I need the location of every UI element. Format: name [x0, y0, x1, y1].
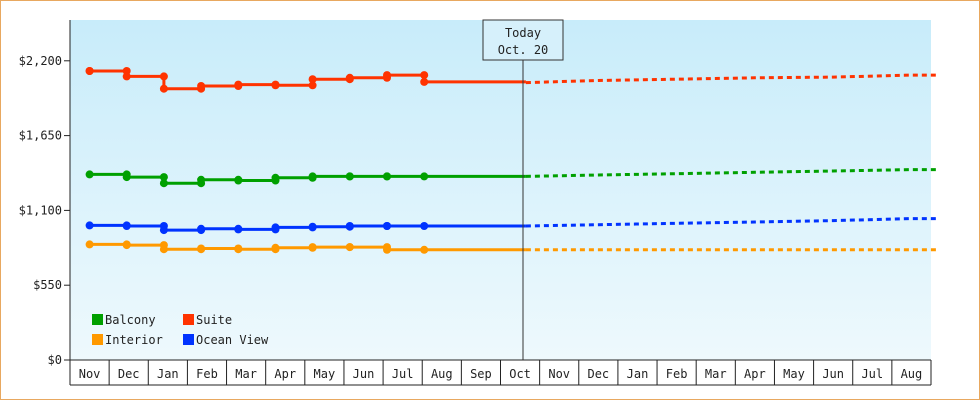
data-point-ocean-view: [383, 222, 391, 230]
data-point-ocean-view: [308, 222, 317, 231]
x-tick-label: Aug: [431, 367, 453, 381]
data-point-ocean-view: [420, 222, 429, 230]
data-point-suite: [197, 82, 206, 90]
x-tick-label: May: [314, 367, 336, 381]
x-tick-label: Jun: [822, 367, 844, 381]
data-point-ocean-view: [85, 221, 94, 230]
data-point-suite: [159, 72, 168, 81]
data-point-balcony: [85, 170, 94, 179]
x-tick-label: Mar: [235, 367, 257, 381]
data-point-interior: [308, 243, 317, 252]
y-tick-label: $1,100: [19, 203, 62, 217]
y-tick-label: $1,650: [19, 129, 62, 143]
data-point-suite: [420, 71, 429, 80]
legend-swatch-balcony: [92, 314, 103, 325]
x-tick-label: Jun: [353, 367, 375, 381]
data-point-balcony: [234, 176, 243, 185]
data-point-ocean-view: [122, 222, 131, 230]
data-point-interior: [159, 245, 168, 254]
data-point-suite: [271, 81, 280, 90]
data-point-interior: [234, 245, 243, 254]
today-marker: Today Oct. 20: [482, 19, 564, 360]
y-tick-label: $2,200: [19, 54, 62, 68]
x-tick-label: Apr: [274, 367, 296, 381]
data-point-balcony: [159, 179, 168, 188]
x-tick-label: Feb: [666, 367, 688, 381]
x-tick-label: Jan: [157, 367, 179, 381]
x-tick-label: Oct: [509, 367, 531, 381]
legend-label-interior: Interior: [105, 333, 163, 347]
x-tick-label: Dec: [587, 367, 609, 381]
data-point-ocean-view: [159, 226, 168, 235]
data-point-balcony: [308, 172, 317, 181]
forecast-line-balcony: [525, 168, 939, 178]
x-tick-label: Nov: [79, 367, 101, 381]
data-point-interior: [197, 244, 206, 253]
legend-swatch-interior: [92, 334, 103, 345]
today-label: Today: [505, 26, 541, 40]
data-point-suite: [345, 73, 354, 82]
forecast-line-suite: [525, 73, 939, 85]
data-point-balcony: [345, 172, 354, 181]
data-point-balcony: [122, 173, 131, 182]
series-line-ocean-view: [89, 223, 526, 232]
data-point-suite: [308, 75, 317, 84]
plot-area: [70, 20, 931, 360]
forecast-line-ocean-view: [525, 217, 939, 228]
x-tick-label: Feb: [196, 367, 218, 381]
series-balcony: [85, 168, 939, 188]
data-point-interior: [383, 245, 391, 254]
axis-layer: $0 $550 $1,100 $1,650 $2,200 Nov Dec Jan Feb Mar A…: [19, 20, 932, 386]
data-point-interior: [85, 240, 94, 249]
x-tick-label: Mar: [705, 367, 727, 381]
x-tick-label: Apr: [744, 367, 766, 381]
legend-label-ocean-view: Ocean View: [196, 333, 269, 347]
data-point-balcony: [420, 172, 429, 181]
x-tick-label: May: [783, 367, 805, 381]
x-tick-label: Aug: [901, 367, 923, 381]
today-box: [482, 19, 564, 61]
x-tick-label: Sep: [470, 367, 492, 381]
x-tick-label: Dec: [118, 367, 140, 381]
data-point-interior: [345, 243, 354, 252]
x-tick-label: Jan: [627, 367, 649, 381]
legend-swatch-ocean-view: [183, 334, 194, 345]
x-tick-label: Jul: [861, 367, 883, 381]
data-point-interior: [122, 241, 131, 250]
y-tick-label: $0: [48, 353, 62, 367]
y-tick-label: $550: [33, 278, 62, 292]
series-layer: [85, 67, 939, 254]
data-point-suite: [159, 84, 168, 93]
data-point-interior: [420, 245, 429, 254]
legend-label-balcony: Balcony: [105, 313, 156, 327]
series-interior: [85, 240, 939, 254]
legend: Balcony Suite Interior Ocean View: [92, 313, 269, 347]
data-point-suite: [420, 77, 429, 86]
legend-swatch-suite: [183, 314, 194, 325]
data-point-ocean-view: [345, 222, 354, 230]
data-point-interior: [271, 243, 280, 252]
data-point-suite: [383, 71, 391, 80]
x-tick-label: Nov: [548, 367, 570, 381]
data-point-suite: [308, 81, 317, 90]
data-point-suite: [122, 72, 131, 81]
data-point-ocean-view: [197, 224, 206, 233]
legend-label-suite: Suite: [196, 313, 232, 327]
data-point-balcony: [271, 173, 280, 182]
data-point-suite: [234, 80, 243, 89]
data-point-balcony: [159, 173, 168, 182]
data-point-balcony: [383, 172, 391, 181]
series-ocean-view: [85, 217, 939, 235]
data-point-balcony: [197, 175, 206, 184]
today-date: Oct. 20: [498, 43, 549, 57]
x-tick-label: Jul: [392, 367, 414, 381]
data-point-ocean-view: [271, 223, 280, 232]
data-point-ocean-view: [234, 225, 243, 234]
series-suite: [85, 67, 939, 93]
data-point-suite: [85, 67, 94, 75]
